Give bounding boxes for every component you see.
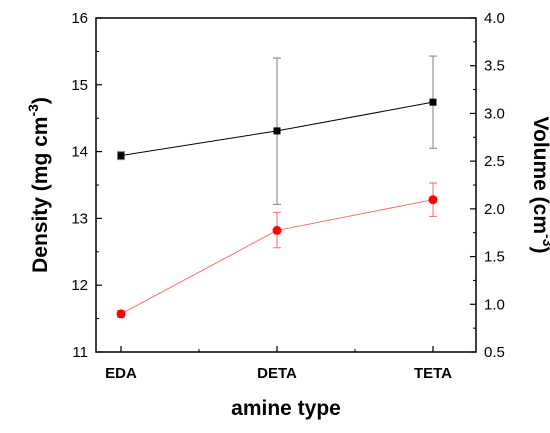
y-left-tick-label: 13 bbox=[71, 210, 88, 227]
x-axis-title: amine type bbox=[231, 397, 341, 420]
y-left-title-base: Density (mg cm bbox=[29, 117, 52, 273]
y-right-title-base: Volume (cm bbox=[529, 117, 550, 234]
data-point bbox=[117, 152, 125, 160]
y-left-tick-label: 16 bbox=[71, 10, 88, 27]
y-right-tick-label: 3.0 bbox=[484, 105, 505, 122]
data-point bbox=[273, 127, 281, 135]
data-point bbox=[428, 195, 438, 205]
series-2 bbox=[116, 182, 438, 319]
y-right-tick-label: 2.5 bbox=[484, 153, 505, 170]
y-right-tick-label: 2.0 bbox=[484, 201, 505, 218]
x-tick-label: DETA bbox=[257, 365, 297, 382]
y-left-title-sup: -3 bbox=[25, 104, 41, 117]
ticks-layer: 11 12 13 14 15 16 0.5 1.0 1.5 2.0 2.5 3.0 3.5 4.0 EDA D… bbox=[71, 10, 505, 382]
y-axis-right-title: Volume (cm-3) bbox=[529, 117, 550, 254]
y-right-title-sup: -3 bbox=[540, 234, 550, 247]
y-right-tick-label: 0.5 bbox=[484, 344, 505, 361]
plot-frame bbox=[95, 17, 477, 353]
x-tick-label: EDA bbox=[105, 365, 137, 382]
y-right-tick-label: 4.0 bbox=[484, 10, 505, 27]
series-layer bbox=[116, 55, 438, 319]
series-1 bbox=[117, 55, 437, 205]
data-point bbox=[272, 225, 282, 235]
y-left-tick-label: 11 bbox=[72, 344, 88, 361]
x-tick-label: TETA bbox=[414, 365, 452, 382]
y-right-title-close: ) bbox=[529, 246, 550, 253]
data-point bbox=[116, 309, 126, 319]
y-left-title-close: ) bbox=[29, 97, 52, 104]
y-right-tick-label: 1.0 bbox=[484, 296, 505, 313]
y-right-tick-label: 1.5 bbox=[484, 249, 505, 266]
y-left-tick-label: 15 bbox=[71, 77, 88, 94]
data-point bbox=[429, 98, 437, 106]
y-left-tick-label: 12 bbox=[71, 277, 88, 294]
y-axis-left-title: Density (mg cm-3) bbox=[25, 97, 52, 273]
y-right-tick-label: 3.5 bbox=[484, 58, 505, 75]
y-left-tick-label: 14 bbox=[71, 144, 88, 161]
